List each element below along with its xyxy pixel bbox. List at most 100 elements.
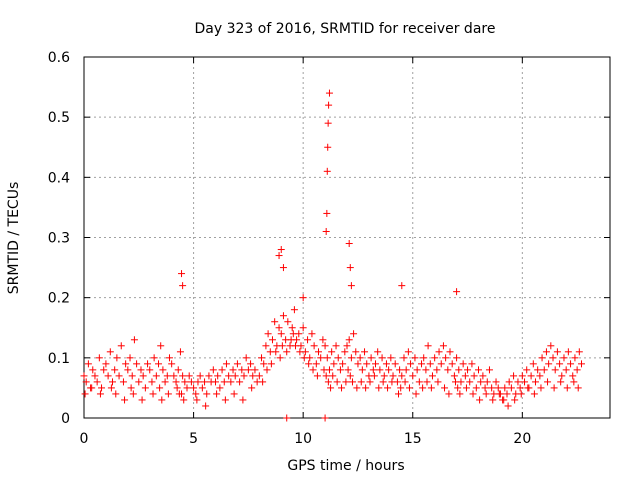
data-point <box>363 360 371 368</box>
data-point <box>329 372 337 380</box>
data-point <box>180 396 188 404</box>
data-point <box>244 366 252 374</box>
data-point <box>504 402 512 410</box>
data-point <box>149 390 157 398</box>
data-point <box>308 330 316 338</box>
data-point <box>91 372 99 380</box>
data-point <box>356 354 364 362</box>
data-point <box>173 384 181 392</box>
data-point <box>100 366 108 374</box>
data-point <box>336 366 344 374</box>
data-point <box>89 366 97 374</box>
data-point <box>437 360 445 368</box>
data-point <box>442 354 450 362</box>
data-point <box>190 384 198 392</box>
data-point <box>411 354 419 362</box>
data-point <box>233 360 241 368</box>
data-point <box>494 384 502 392</box>
data-point <box>267 360 275 368</box>
y-tick-label: 0.4 <box>48 170 70 186</box>
data-point <box>380 372 388 380</box>
data-point <box>367 354 375 362</box>
data-point <box>284 318 292 326</box>
data-point <box>80 372 88 380</box>
data-point <box>279 264 287 272</box>
data-point <box>511 396 519 404</box>
data-point <box>464 366 472 374</box>
data-point <box>176 348 184 356</box>
data-point <box>387 354 395 362</box>
data-point <box>313 372 321 380</box>
data-point <box>441 384 449 392</box>
data-point <box>501 384 509 392</box>
data-point <box>158 396 166 404</box>
data-point <box>84 360 92 368</box>
data-point <box>521 378 529 386</box>
data-point <box>347 282 355 290</box>
data-point <box>470 372 478 380</box>
data-point <box>113 354 121 362</box>
data-point <box>88 384 96 392</box>
data-point <box>431 354 439 362</box>
data-point <box>348 378 356 386</box>
data-point <box>424 342 432 350</box>
data-point <box>434 378 442 386</box>
data-point <box>193 396 201 404</box>
data-point <box>240 372 248 380</box>
data-point <box>324 378 332 386</box>
data-point <box>551 366 559 374</box>
data-point <box>573 366 581 374</box>
data-point <box>181 378 189 386</box>
data-point <box>396 366 404 374</box>
data-point <box>255 372 263 380</box>
data-point <box>388 378 396 386</box>
data-point <box>129 390 137 398</box>
data-point <box>514 378 522 386</box>
data-point <box>534 366 542 374</box>
data-point <box>325 101 333 109</box>
data-point <box>505 378 513 386</box>
data-point <box>289 330 297 338</box>
data-point <box>353 384 361 392</box>
data-point <box>342 378 350 386</box>
data-point <box>397 384 405 392</box>
data-point <box>290 306 298 314</box>
data-point <box>401 378 409 386</box>
data-point <box>578 360 586 368</box>
data-point <box>259 378 267 386</box>
data-point <box>398 282 406 290</box>
data-points <box>80 89 586 422</box>
data-point <box>319 336 327 344</box>
data-point <box>278 342 286 350</box>
data-point <box>220 378 228 386</box>
data-point <box>275 252 283 260</box>
data-point <box>538 354 546 362</box>
data-point <box>574 384 582 392</box>
chart-title: Day 323 of 2016, SRMTID for receiver dar… <box>195 21 496 37</box>
data-point <box>117 342 125 350</box>
y-tick-label: 0.6 <box>48 50 70 66</box>
data-point <box>127 384 135 392</box>
data-point <box>455 366 463 374</box>
data-point <box>179 282 187 290</box>
data-point <box>428 372 436 380</box>
data-point <box>93 378 101 386</box>
data-point <box>341 348 349 356</box>
data-point <box>479 372 487 380</box>
data-point <box>402 366 410 374</box>
data-point <box>201 378 209 386</box>
data-point <box>299 324 307 332</box>
y-axis-label: SRMTID / TECUs <box>6 182 22 295</box>
data-point <box>130 336 138 344</box>
data-point <box>362 384 370 392</box>
data-point <box>238 366 246 374</box>
data-point <box>553 348 561 356</box>
data-point <box>159 366 167 374</box>
data-point <box>236 378 244 386</box>
data-point <box>95 354 103 362</box>
data-point <box>174 366 182 374</box>
data-point <box>524 384 532 392</box>
data-point <box>400 354 408 362</box>
data-point <box>352 348 360 356</box>
data-point <box>407 360 415 368</box>
